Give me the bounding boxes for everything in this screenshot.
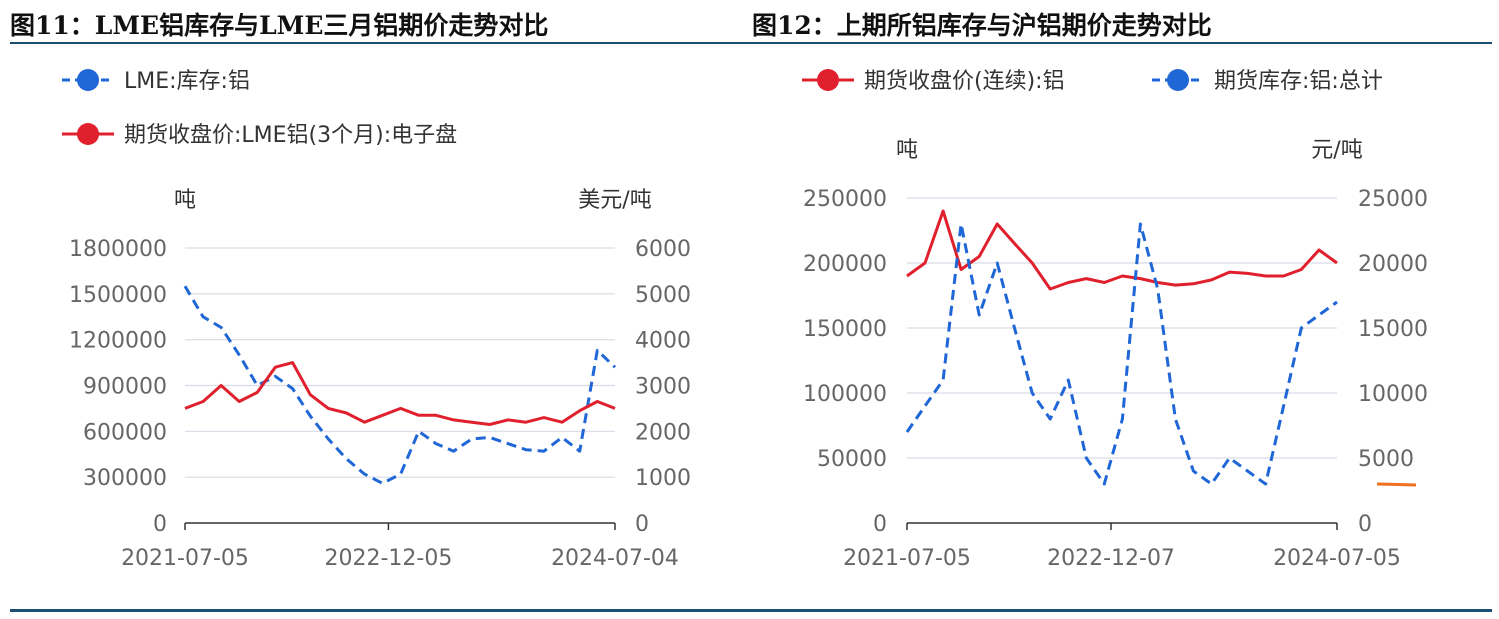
y-left-tick-label: 300000	[83, 466, 167, 491]
y-left-tick-label: 1200000	[69, 329, 167, 354]
right-axis-unit: 美元/吨	[578, 188, 651, 213]
y-left-tick-label: 1800000	[69, 237, 167, 262]
y-right-tick-label: 6000	[635, 237, 691, 262]
y-right-tick-label: 5000	[1358, 447, 1414, 472]
top-divider	[10, 42, 1492, 44]
orange-stub-mark	[1376, 482, 1417, 487]
legend-marker-icon	[817, 69, 839, 91]
x-tick-label: 2021-07-05	[121, 546, 249, 571]
left-axis-unit: 吨	[174, 188, 196, 213]
y-right-tick-label: 25000	[1358, 187, 1428, 212]
x-tick-label: 2022-12-05	[324, 546, 452, 571]
y-left-tick-label: 200000	[803, 252, 887, 277]
y-right-tick-label: 0	[1358, 512, 1372, 537]
y-left-tick-label: 1500000	[69, 283, 167, 308]
y-left-tick-label: 900000	[83, 375, 167, 400]
x-tick-label: 2024-07-04	[551, 546, 679, 571]
legend-marker-icon	[77, 123, 99, 145]
legend-label: 期货收盘价:LME铝(3个月):电子盘	[124, 123, 457, 148]
y-right-tick-label: 10000	[1358, 382, 1428, 407]
x-tick-label: 2021-07-05	[843, 546, 971, 571]
bottom-divider	[10, 609, 1492, 612]
y-right-tick-label: 1000	[635, 466, 691, 491]
legend-label: 期货库存:铝:总计	[1214, 69, 1383, 94]
y-right-tick-label: 3000	[635, 375, 691, 400]
chart-title-lme: 图11：LME铝库存与LME三月铝期价走势对比	[10, 11, 549, 40]
y-right-tick-label: 0	[635, 512, 649, 537]
y-right-tick-label: 4000	[635, 329, 691, 354]
series-line	[183, 285, 617, 485]
legend-label: 期货收盘价(连续):铝	[864, 69, 1065, 94]
right-axis-unit: 元/吨	[1311, 138, 1362, 163]
x-tick-label: 2022-12-07	[1047, 546, 1175, 571]
y-right-tick-label: 2000	[635, 420, 691, 445]
legend-label: LME:库存:铝	[124, 69, 250, 94]
y-left-tick-label: 150000	[803, 317, 887, 342]
legend-marker-icon	[1167, 69, 1189, 91]
y-left-tick-label: 0	[873, 512, 887, 537]
y-left-tick-label: 600000	[83, 420, 167, 445]
series-line	[906, 209, 1338, 291]
y-left-tick-label: 0	[153, 512, 167, 537]
left-axis-unit: 吨	[896, 138, 918, 163]
series-line	[184, 361, 616, 426]
chart-title-shfe: 图12：上期所铝库存与沪铝期价走势对比	[752, 11, 1212, 40]
y-right-tick-label: 5000	[635, 283, 691, 308]
y-left-tick-label: 50000	[817, 447, 887, 472]
legend-marker-icon	[77, 69, 99, 91]
y-left-tick-label: 100000	[803, 382, 887, 407]
y-right-tick-label: 15000	[1358, 317, 1428, 342]
y-left-tick-label: 250000	[803, 187, 887, 212]
series-line	[905, 222, 1338, 486]
y-right-tick-label: 20000	[1358, 252, 1428, 277]
x-tick-label: 2024-07-05	[1273, 546, 1401, 571]
